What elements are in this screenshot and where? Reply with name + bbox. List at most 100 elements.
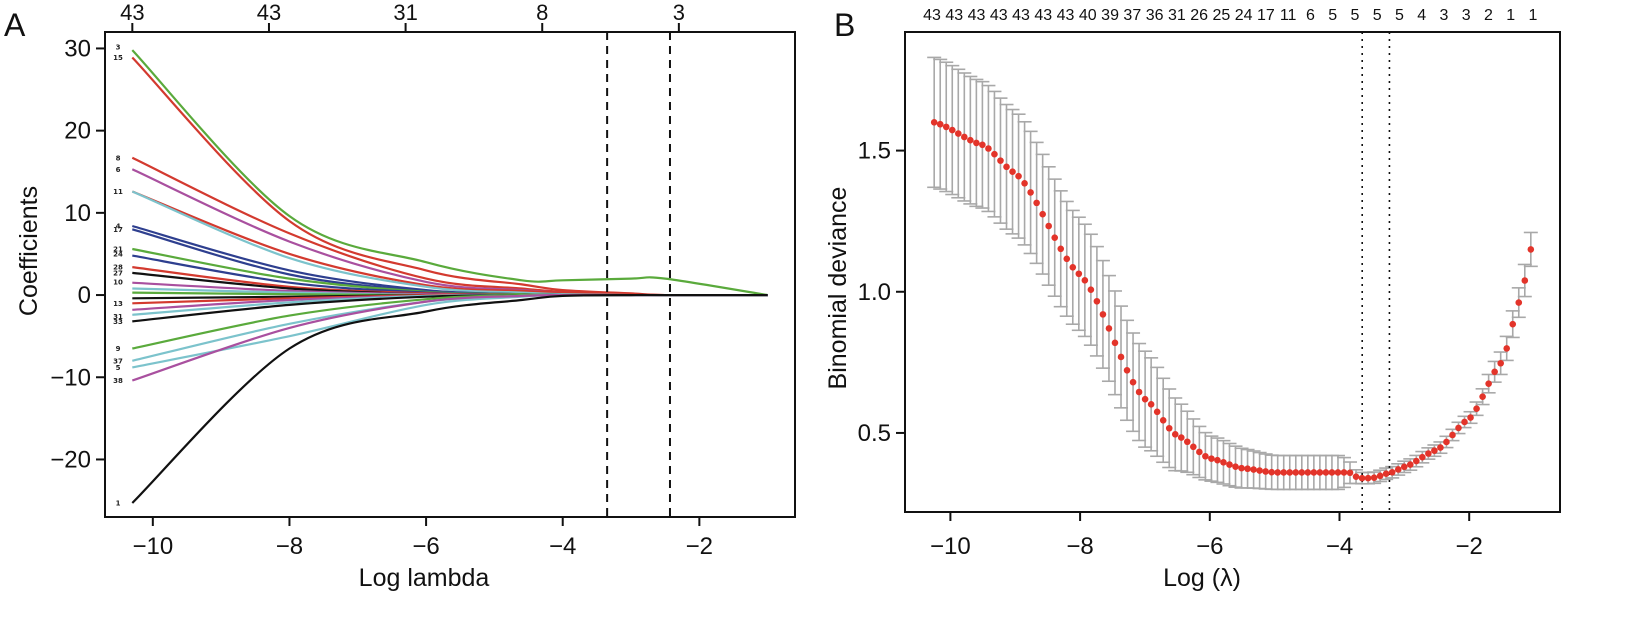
variable-label-8: 21: [113, 246, 123, 254]
top-count-label: 43: [968, 7, 986, 24]
top-count-label: 43: [1012, 7, 1030, 24]
x-tick-label: −2: [1456, 533, 1483, 560]
deviance-point: [1292, 469, 1300, 476]
deviance-point: [1485, 380, 1492, 387]
top-tick-label: 31: [393, 0, 417, 25]
y-tick-label: −20: [50, 446, 91, 473]
top-count-label: 26: [1190, 7, 1208, 24]
deviance-point: [1268, 468, 1275, 476]
deviance-point: [1310, 469, 1318, 476]
top-count-label: 11: [1280, 7, 1297, 24]
y-tick-label: 20: [64, 118, 91, 145]
deviance-point: [1286, 469, 1294, 476]
deviance-point: [1250, 466, 1257, 473]
top-count-label: 25: [1212, 7, 1230, 24]
variable-label-20: 1: [116, 500, 121, 508]
panel-a-x-title: Log lambda: [359, 564, 490, 592]
deviance-point: [1352, 473, 1360, 480]
coefficient-path-23: [132, 293, 768, 369]
top-count-label: 3: [1462, 7, 1471, 24]
top-count-label: 5: [1350, 7, 1359, 24]
deviance-point: [1304, 469, 1312, 476]
top-count-label: 31: [1168, 7, 1186, 24]
variable-label-6: 4: [116, 223, 121, 231]
deviance-point: [1099, 311, 1107, 318]
variable-label-19: 38: [113, 377, 123, 385]
variable-label-18: 5: [116, 364, 121, 372]
top-count-label: 43: [1057, 7, 1075, 24]
top-count-label: 43: [945, 7, 963, 24]
deviance-point: [1437, 444, 1444, 451]
deviance-point: [1316, 469, 1324, 476]
deviance-point: [1033, 199, 1040, 207]
deviance-point: [1202, 452, 1209, 460]
deviance-point: [1334, 469, 1342, 476]
panel-a-y-title: Coefficients: [15, 186, 43, 316]
panel-b-dotted-lines: [1361, 32, 1391, 512]
panel-b-error-bars: [927, 56, 1538, 491]
top-count-label: 43: [923, 7, 941, 24]
variable-label-1: 3: [116, 43, 121, 51]
deviance-point: [1214, 456, 1221, 464]
variable-label-2: 15: [113, 54, 123, 62]
deviance-point: [1129, 378, 1137, 386]
panel-b-x-title: Log (λ): [1163, 564, 1241, 592]
top-count-label: 5: [1373, 7, 1382, 24]
deviance-point: [1021, 180, 1028, 187]
x-tick-label: −2: [686, 533, 713, 560]
deviance-point: [1461, 418, 1468, 426]
deviance-point: [1400, 463, 1408, 471]
y-tick-label: 1.0: [858, 279, 891, 306]
top-count-label: 1: [1529, 7, 1538, 24]
deviance-point: [985, 145, 992, 152]
deviance-point: [1226, 461, 1233, 468]
deviance-point: [1063, 255, 1071, 263]
deviance-point: [1087, 286, 1095, 294]
panel-a-top-axis: 43 43 31 8 3: [120, 0, 685, 32]
deviance-point: [1467, 414, 1474, 421]
deviance-point: [1039, 210, 1046, 218]
variable-label-3: 8: [116, 154, 121, 162]
panel-a-plot-frame: [104, 31, 796, 518]
deviance-point: [1455, 424, 1462, 432]
x-tick-label: −8: [276, 533, 303, 560]
deviance-point: [1425, 450, 1432, 457]
top-tick-label: 43: [257, 0, 281, 25]
y-tick-label: 0: [78, 282, 91, 309]
x-tick-label: −10: [132, 533, 173, 560]
panel-b-y-axis: 0.5 1.0 1.5: [858, 138, 905, 447]
panel-b-deviance-points: [930, 119, 1535, 482]
deviance-point: [1370, 474, 1378, 481]
deviance-point: [1208, 455, 1215, 462]
deviance-point: [1346, 469, 1354, 477]
deviance-point: [1503, 345, 1511, 352]
panel-a-y-axis: −20 −10 0 10 20 30: [50, 35, 105, 473]
deviance-point: [979, 141, 986, 149]
top-count-label: 6: [1306, 7, 1315, 24]
deviance-point: [967, 136, 974, 144]
top-tick-label: 8: [536, 0, 548, 25]
y-tick-label: 30: [64, 35, 91, 62]
deviance-point: [1111, 339, 1119, 347]
variable-label-13: 13: [113, 300, 123, 308]
deviance-point: [1027, 189, 1034, 196]
variable-label-12: 10: [113, 278, 123, 286]
deviance-point: [1431, 447, 1438, 454]
panel-b-x-axis: −10 −8 −6 −4 −2: [930, 512, 1483, 560]
top-count-label: 36: [1146, 7, 1164, 24]
deviance-point: [1003, 163, 1010, 171]
deviance-point: [1322, 469, 1330, 476]
deviance-point: [961, 133, 968, 141]
panel-b-y-title: Binomial deviance: [824, 187, 852, 390]
y-tick-label: −10: [50, 364, 91, 391]
deviance-point: [1328, 469, 1336, 476]
variable-label-10: 28: [113, 264, 123, 272]
deviance-point: [1298, 469, 1306, 476]
panel-a-coefficient-paths: [131, 49, 768, 504]
variable-label-16: 9: [116, 345, 121, 353]
panel-a-letter: A: [4, 7, 26, 43]
panel-b-top-labels: 43 43 43 43 43 43 43 40 39 37 36 31 26 25 24 17 11 6 5 5 5 5 4…: [923, 7, 1537, 24]
deviance-point: [997, 157, 1004, 164]
top-count-label: 43: [1034, 7, 1052, 24]
